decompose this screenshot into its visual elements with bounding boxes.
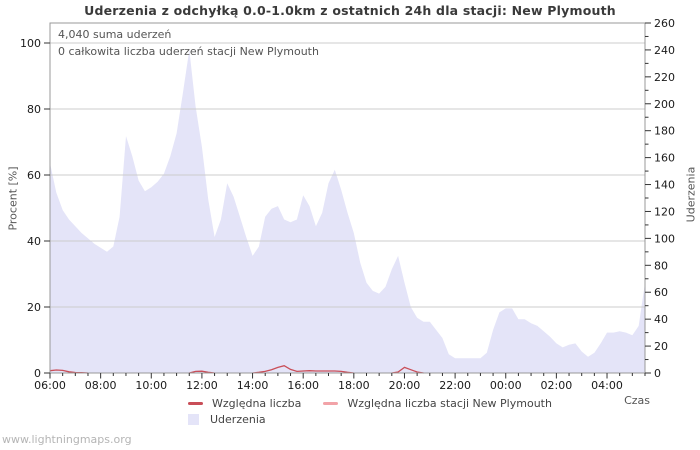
left-tick-label: 80	[27, 103, 41, 116]
right-tick-label: 60	[654, 286, 668, 299]
relative-number-line-segment	[252, 365, 354, 374]
chart-title: Uderzenia z odchyłką 0.0-1.0km z ostatni…	[84, 3, 616, 18]
station-line-swatch-icon	[323, 402, 339, 405]
left-tick-label: 100	[20, 37, 41, 50]
legend-label-strikes: Uderzenia	[210, 413, 266, 426]
right-tick-label: 260	[654, 17, 675, 30]
legend-row-1: Względna liczba Względna liczba stacji N…	[188, 397, 574, 410]
left-tick-label: 60	[27, 169, 41, 182]
relative-line-swatch-icon	[188, 402, 203, 405]
x-tick-label: 16:00	[287, 379, 319, 392]
legend-item-strikes: Uderzenia	[188, 413, 266, 426]
right-tick-label: 120	[654, 205, 675, 218]
right-tick-label: 140	[654, 179, 675, 192]
legend-item-station: Względna liczba stacji New Plymouth	[323, 397, 552, 410]
right-tick-label: 220	[654, 71, 675, 84]
x-tick-label: 22:00	[439, 379, 471, 392]
x-tick-label: 00:00	[490, 379, 522, 392]
right-tick-label: 200	[654, 98, 675, 111]
axis-tick-labels: 0 20 40 60 80 100 0 20 40 60 80 100 120 140 160 180 200 2…	[20, 17, 675, 392]
x-tick-label: 08:00	[85, 379, 117, 392]
watermark: www.lightningmaps.org	[2, 433, 132, 446]
strikes-area-swatch-icon	[188, 414, 199, 425]
legend: Względna liczba Względna liczba stacji N…	[188, 397, 574, 429]
right-tick-label: 160	[654, 152, 675, 165]
right-tick-label: 180	[654, 125, 675, 138]
x-axis-title: Czas	[624, 394, 650, 407]
x-tick-label: 06:00	[34, 379, 66, 392]
right-tick-label: 20	[654, 340, 668, 353]
legend-row-2: Uderzenia	[188, 413, 574, 426]
left-tick-label: 0	[34, 367, 41, 380]
left-axis-title: Procent [%]	[6, 166, 20, 231]
x-tick-label: 02:00	[541, 379, 573, 392]
left-tick-label: 20	[27, 301, 41, 314]
legend-label-relative: Względna liczba	[212, 397, 302, 410]
legend-label-station: Względna liczba stacji New Plymouth	[347, 397, 552, 410]
x-tick-label: 20:00	[389, 379, 421, 392]
x-tick-label: 12:00	[186, 379, 218, 392]
relative-number-line-segment	[391, 366, 424, 374]
right-tick-label: 240	[654, 44, 675, 57]
right-tick-label: 100	[654, 232, 675, 245]
legend-item-relative: Względna liczba	[188, 397, 301, 410]
total-strikes-annotation: 4,040 suma uderzeń	[58, 28, 172, 41]
strikes-area-path	[50, 49, 645, 374]
axis-ticks	[44, 22, 651, 379]
x-tick-label: 14:00	[237, 379, 269, 392]
strikes-area-series	[50, 49, 645, 374]
x-tick-label: 10:00	[135, 379, 167, 392]
right-tick-label: 80	[654, 259, 668, 272]
station-strikes-annotation: 0 całkowita liczba uderzeń stacji New Pl…	[58, 45, 319, 58]
x-tick-label: 04:00	[591, 379, 623, 392]
right-tick-label: 0	[654, 367, 661, 380]
right-axis-title: Uderzenia	[684, 166, 698, 223]
x-tick-label: 18:00	[338, 379, 370, 392]
gridlines	[50, 42, 645, 308]
right-tick-label: 40	[654, 313, 668, 326]
left-tick-label: 40	[27, 235, 41, 248]
